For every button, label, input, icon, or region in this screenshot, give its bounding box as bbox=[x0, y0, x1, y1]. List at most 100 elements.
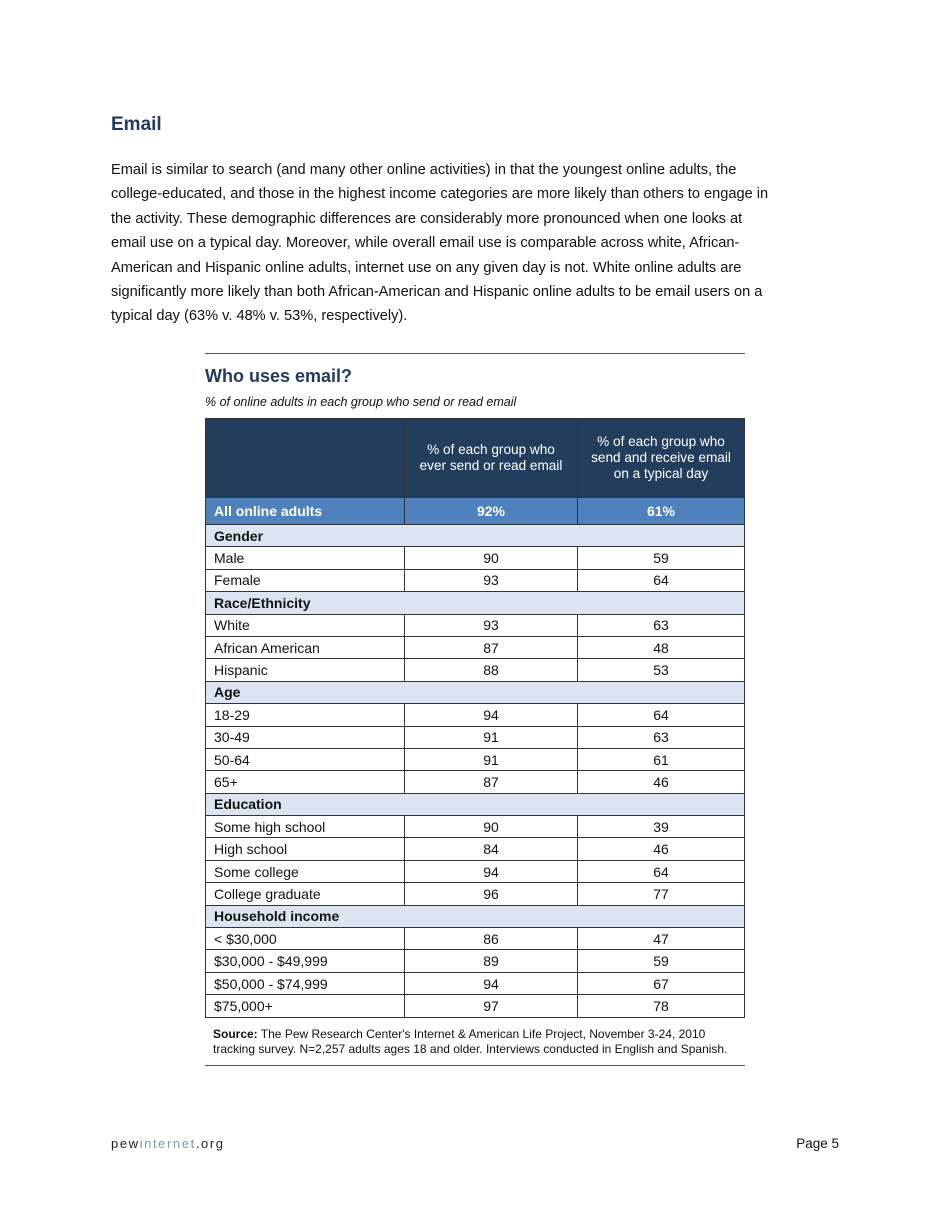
ever-value: 93 bbox=[404, 613, 578, 637]
table-row: 50-64 91 61 bbox=[205, 747, 745, 772]
source-label: Source: bbox=[213, 1026, 258, 1041]
typical-value: 61 bbox=[577, 747, 745, 772]
table-row: 65+ 87 46 bbox=[205, 770, 745, 794]
ever-value: 91 bbox=[404, 747, 578, 772]
row-label: College graduate bbox=[205, 882, 405, 906]
typical-value: 78 bbox=[577, 994, 745, 1018]
ever-value: 89 bbox=[404, 949, 578, 973]
row-label: < $30,000 bbox=[205, 927, 405, 951]
ever-value: 90 bbox=[404, 815, 578, 839]
typical-value: 64 bbox=[577, 859, 745, 884]
table-row: $30,000 - $49,999 89 59 bbox=[205, 949, 745, 973]
category-label: Education bbox=[205, 792, 745, 817]
ever-value: 94 bbox=[404, 703, 578, 727]
typical-value: 63 bbox=[577, 613, 745, 637]
paragraph-line: Email is similar to search (and many oth… bbox=[111, 162, 737, 178]
bottom-rule bbox=[205, 1064, 745, 1066]
table-row: African American 87 48 bbox=[205, 635, 745, 660]
table-title: Who uses email? bbox=[205, 366, 353, 386]
typical-value: 39 bbox=[577, 815, 745, 839]
paragraph-line: the activity. These demographic differen… bbox=[111, 210, 743, 227]
row-label: African American bbox=[205, 635, 405, 660]
typical-value: 67 bbox=[577, 971, 745, 996]
table-row: Male 90 59 bbox=[205, 546, 745, 570]
ever-value: 90 bbox=[404, 546, 578, 570]
site-part: internet bbox=[139, 1136, 196, 1151]
typical-value: 48 bbox=[577, 635, 745, 660]
category-label: Gender bbox=[205, 523, 745, 548]
paragraph-line: email use on a typical day. Moreover, wh… bbox=[111, 235, 740, 252]
typical-value: 61% bbox=[577, 497, 745, 525]
site-part: .org bbox=[195, 1136, 225, 1151]
row-label: 30-49 bbox=[205, 725, 405, 749]
category-label: Household income bbox=[205, 904, 745, 929]
source-note: Source: The Pew Research Center's Intern… bbox=[213, 1027, 737, 1058]
table-row: Some high school 90 39 bbox=[205, 815, 745, 839]
row-label: 18-29 bbox=[205, 703, 405, 727]
ever-value: 91 bbox=[404, 725, 578, 749]
category-row: Race/Ethnicity bbox=[205, 591, 745, 615]
table-row: Some college 94 64 bbox=[205, 859, 745, 884]
row-label: Some high school bbox=[205, 815, 405, 839]
category-row: Education bbox=[205, 792, 745, 817]
row-label: White bbox=[205, 613, 405, 637]
source-text: The Pew Research Center's Internet & Ame… bbox=[213, 1026, 728, 1057]
ever-value: 94 bbox=[404, 859, 578, 884]
ever-value: 84 bbox=[404, 837, 578, 861]
row-label: High school bbox=[205, 837, 405, 861]
page-number: Page 5 bbox=[796, 1136, 839, 1151]
table-row: < $30,000 86 47 bbox=[205, 927, 745, 951]
category-label: Race/Ethnicity bbox=[205, 591, 745, 615]
typical-value: 47 bbox=[577, 927, 745, 951]
table-row: Female 93 64 bbox=[205, 568, 745, 593]
row-label: $30,000 - $49,999 bbox=[205, 949, 405, 973]
row-label: Hispanic bbox=[205, 658, 405, 682]
column-header-group bbox=[205, 418, 405, 498]
table-row: Hispanic 88 53 bbox=[205, 658, 745, 682]
table-row: White 93 63 bbox=[205, 613, 745, 637]
ever-value: 93 bbox=[404, 568, 578, 593]
typical-value: 53 bbox=[577, 658, 745, 682]
typical-value: 64 bbox=[577, 703, 745, 727]
email-usage-table: % of each group who ever send or read em… bbox=[205, 418, 745, 1018]
row-label: $75,000+ bbox=[205, 994, 405, 1018]
typical-value: 63 bbox=[577, 725, 745, 749]
row-label: $50,000 - $74,999 bbox=[205, 971, 405, 996]
table-row: 30-49 91 63 bbox=[205, 725, 745, 749]
ever-value: 96 bbox=[404, 882, 578, 906]
body-paragraph: Email is similar to search (and many oth… bbox=[111, 158, 851, 329]
row-label: Male bbox=[205, 546, 405, 570]
ever-value: 87 bbox=[404, 635, 578, 660]
category-row: Age bbox=[205, 680, 745, 705]
paragraph-line: typical day (63% v. 48% v. 53%, respecti… bbox=[111, 308, 408, 325]
top-rule bbox=[205, 353, 745, 354]
row-label: Female bbox=[205, 568, 405, 593]
table-row: 18-29 94 64 bbox=[205, 703, 745, 727]
category-row: Household income bbox=[205, 904, 745, 929]
typical-value: 46 bbox=[577, 837, 745, 861]
table-row: College graduate 96 77 bbox=[205, 882, 745, 906]
footer-site: pewinternet.org bbox=[111, 1136, 225, 1151]
paragraph-line: significantly more likely than both Afri… bbox=[111, 284, 763, 301]
table-subtitle: % of online adults in each group who sen… bbox=[205, 395, 517, 409]
column-header-ever: % of each group who ever send or read em… bbox=[404, 418, 578, 498]
section-heading: Email bbox=[111, 114, 162, 135]
ever-value: 86 bbox=[404, 927, 578, 951]
ever-value: 87 bbox=[404, 770, 578, 794]
typical-value: 59 bbox=[577, 949, 745, 973]
ever-value: 94 bbox=[404, 971, 578, 996]
paragraph-line: college-educated, and those in the highe… bbox=[111, 186, 769, 203]
row-label: 65+ bbox=[205, 770, 405, 794]
ever-value: 92% bbox=[404, 497, 578, 525]
paragraph-line: American and Hispanic online adults, int… bbox=[111, 259, 742, 276]
category-label: Age bbox=[205, 680, 745, 705]
total-row: All online adults 92% 61% bbox=[205, 497, 745, 525]
table-row: $75,000+ 97 78 bbox=[205, 994, 745, 1018]
column-header-typical: % of each group who send and receive ema… bbox=[577, 418, 745, 498]
site-part: pew bbox=[111, 1136, 140, 1151]
ever-value: 97 bbox=[404, 994, 578, 1018]
category-row: Gender bbox=[205, 523, 745, 548]
typical-value: 64 bbox=[577, 568, 745, 593]
typical-value: 59 bbox=[577, 546, 745, 570]
ever-value: 88 bbox=[404, 658, 578, 682]
